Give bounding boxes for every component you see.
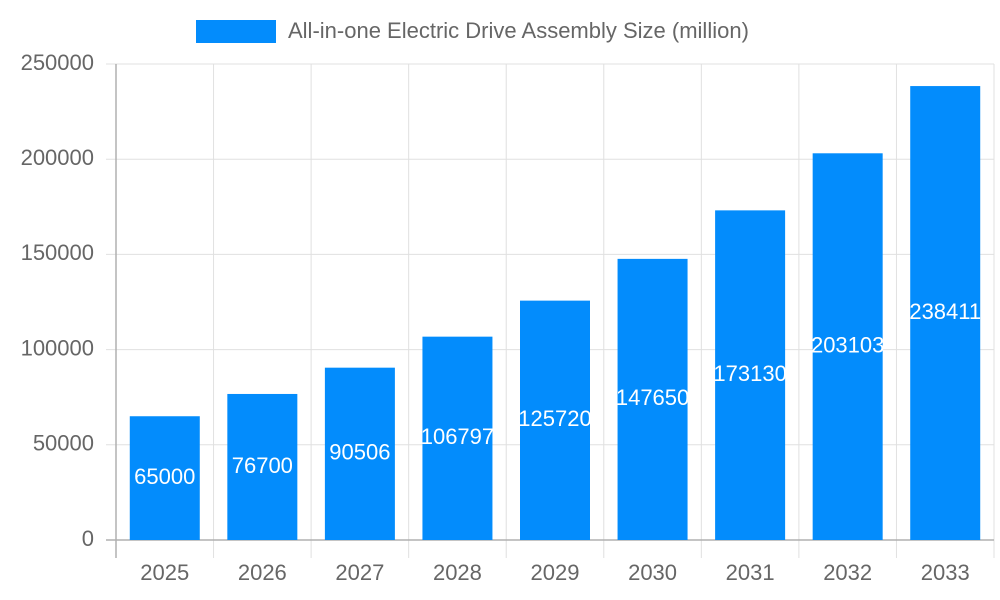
y-tick-label: 150000 xyxy=(21,240,94,265)
y-tick-label: 250000 xyxy=(21,50,94,75)
bar xyxy=(520,300,590,540)
x-tick-label: 2027 xyxy=(335,560,384,585)
bar xyxy=(617,258,688,540)
x-tick-label: 2030 xyxy=(628,560,677,585)
y-tick-label: 50000 xyxy=(33,431,94,456)
value-label: 125720 xyxy=(518,406,591,431)
value-label: 65000 xyxy=(134,464,195,489)
bar xyxy=(715,210,786,540)
value-label: 106797 xyxy=(421,424,494,449)
bar xyxy=(910,86,981,540)
x-tick-label: 2033 xyxy=(921,560,970,585)
y-tick-label: 200000 xyxy=(21,145,94,170)
x-tick-label: 2032 xyxy=(823,560,872,585)
bar xyxy=(812,153,883,541)
x-tick-label: 2031 xyxy=(726,560,775,585)
bar xyxy=(422,336,493,540)
value-label: 203103 xyxy=(811,332,884,357)
x-tick-label: 2025 xyxy=(140,560,189,585)
value-label: 173130 xyxy=(713,361,786,386)
value-label: 90506 xyxy=(329,440,390,465)
x-tick-label: 2026 xyxy=(238,560,287,585)
bar xyxy=(324,367,395,540)
legend-label[interactable]: All-in-one Electric Drive Assembly Size … xyxy=(288,18,749,43)
bar xyxy=(227,393,298,540)
bar xyxy=(129,416,200,540)
x-tick-label: 2029 xyxy=(531,560,580,585)
y-tick-label: 0 xyxy=(82,526,94,551)
value-label: 238411 xyxy=(909,299,981,324)
value-label: 76700 xyxy=(232,453,293,478)
x-tick-label: 2028 xyxy=(433,560,482,585)
legend-swatch[interactable] xyxy=(196,20,276,43)
y-tick-label: 100000 xyxy=(21,335,94,360)
value-label: 147650 xyxy=(616,385,689,410)
